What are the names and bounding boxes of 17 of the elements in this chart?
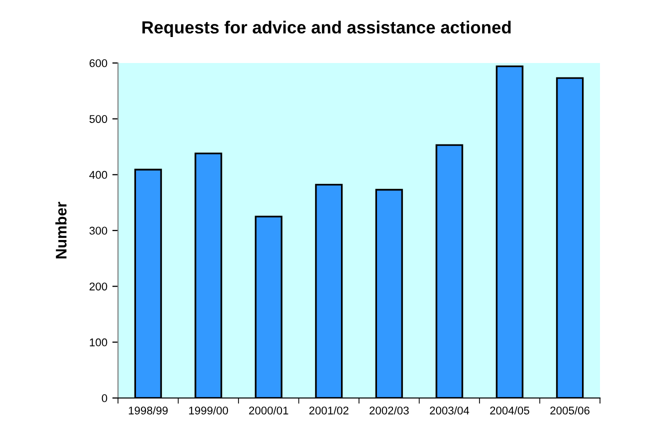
y-tick-label: 300 <box>89 226 108 235</box>
x-tick-label: 1999/00 <box>189 406 228 414</box>
x-tick-label: 2004/05 <box>490 406 530 414</box>
y-tick-label: 400 <box>89 170 108 179</box>
y-axis-title: Number <box>55 202 67 258</box>
y-tick-label: 600 <box>90 59 108 68</box>
x-tick-label: 1998/99 <box>128 406 168 414</box>
y-tick-label: 500 <box>89 115 108 123</box>
x-tick-label: 2000/01 <box>249 406 288 414</box>
y-tick-label: 0 <box>102 394 108 402</box>
chart-title: Requests for advice and assistance actioned <box>142 20 511 37</box>
x-tick-label: 2001/02 <box>309 406 348 414</box>
x-tick-label: 2005/06 <box>550 406 590 414</box>
y-tick-label: 200 <box>90 282 108 290</box>
y-tick-label: 100 <box>90 338 108 346</box>
x-tick-label: 2003/04 <box>430 406 470 414</box>
x-tick-label: 2002/03 <box>370 406 409 414</box>
